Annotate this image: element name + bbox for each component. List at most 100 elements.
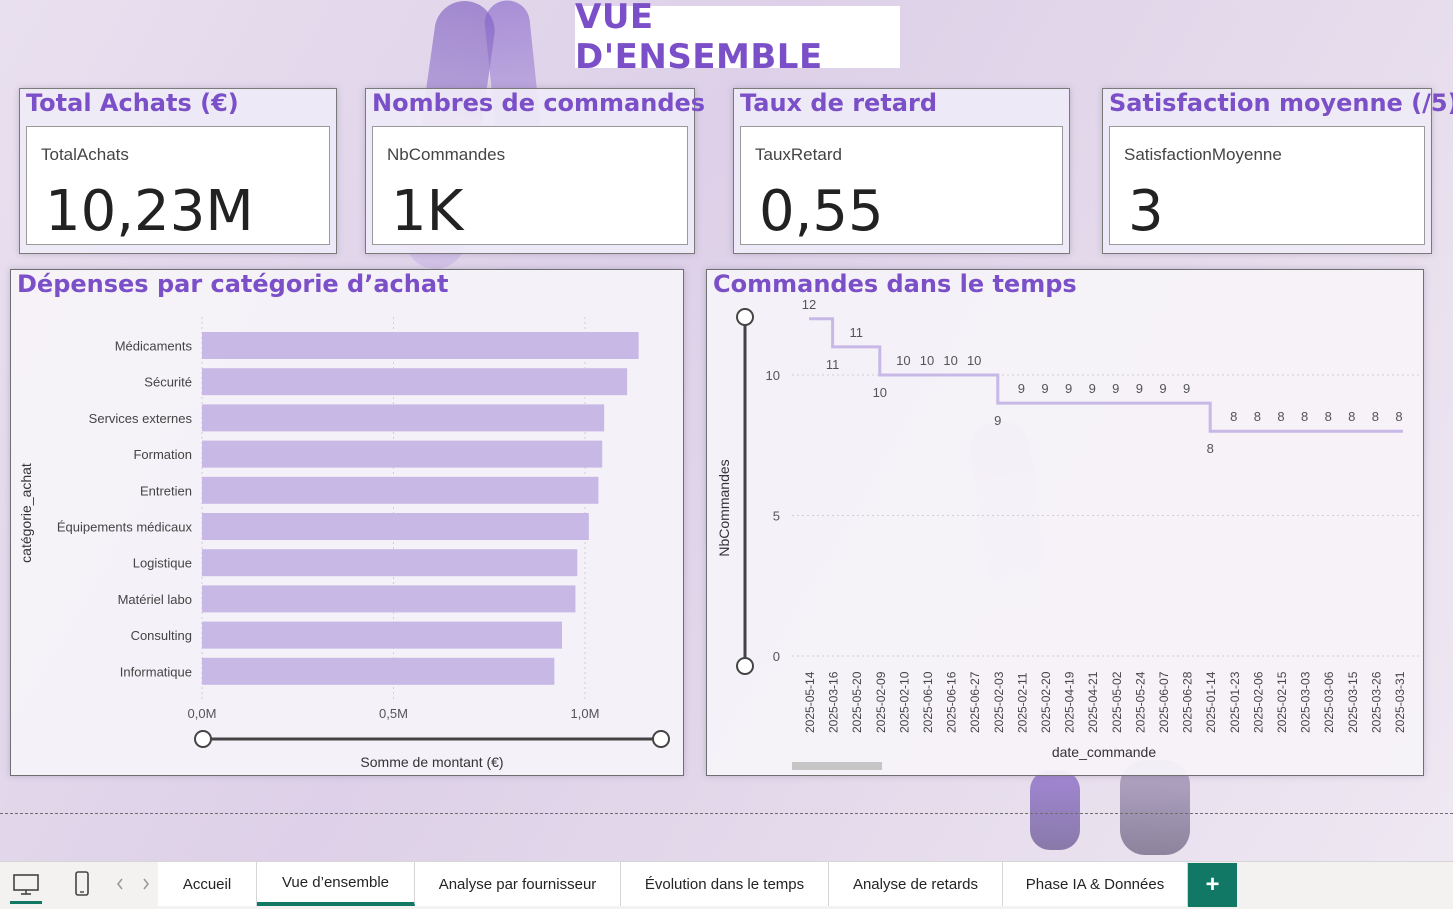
kpi-card-body: SatisfactionMoyenne 3 — [1109, 126, 1425, 245]
category-label: Équipements médicaux — [57, 520, 193, 535]
tab-analyse-retards[interactable]: Analyse de retards — [829, 862, 1003, 906]
y-axis-title: NbCommandes — [716, 459, 732, 556]
range-slider-handle-bottom — [736, 657, 754, 675]
bar — [202, 476, 599, 504]
range-slider-handle-start — [194, 730, 212, 748]
horizontal-scrollbar[interactable] — [792, 762, 882, 770]
kpi-label: SatisfactionMoyenne — [1124, 145, 1282, 164]
x-tick-label: 0,5M — [379, 706, 408, 721]
y-tick-label: 0 — [773, 649, 780, 664]
category-label: Formation — [133, 447, 192, 462]
kpi-title: Nombres de commandes — [372, 89, 706, 117]
tab-phase-ia[interactable]: Phase IA & Données — [1003, 862, 1188, 906]
line-chart-title: Commandes dans le temps — [713, 270, 1077, 298]
x-tick-label: 2025-02-20 — [1039, 671, 1053, 733]
category-label: Consulting — [131, 628, 192, 643]
data-label: 10 — [873, 385, 887, 400]
tab-evolution-temps[interactable]: Évolution dans le temps — [621, 862, 829, 906]
kpi-label: NbCommandes — [387, 145, 506, 164]
data-label: 10 — [967, 353, 981, 368]
kpi-label: TotalAchats — [41, 145, 129, 164]
tab-vue-ensemble[interactable]: Vue d’ensemble — [257, 862, 415, 906]
desktop-icon[interactable] — [10, 869, 42, 904]
bar — [202, 549, 578, 577]
x-axis-title: Somme de montant (€) — [360, 754, 503, 770]
category-label: Entretien — [140, 483, 192, 498]
x-tick-label: 2025-03-06 — [1322, 671, 1336, 733]
x-tick-label: 2025-04-21 — [1086, 671, 1100, 733]
data-label: 8 — [1230, 409, 1237, 424]
tab-label: Accueil — [182, 875, 232, 893]
x-tick-label: 1,0M — [571, 706, 600, 721]
kpi-title: Total Achats (€) — [26, 89, 239, 117]
x-tick-label: 2025-06-28 — [1181, 671, 1195, 733]
data-label: 9 — [1136, 381, 1143, 396]
data-label: 8 — [1325, 409, 1332, 424]
kpi-card-total-achats[interactable]: Total Achats (€) TotalAchats 10,23M — [19, 88, 337, 254]
kpi-card-nb-commandes[interactable]: Nombres de commandes NbCommandes 1K — [365, 88, 705, 254]
kpi-card-satisfaction[interactable]: Satisfaction moyenne (/5) SatisfactionMo… — [1102, 88, 1453, 254]
data-label: 8 — [1254, 409, 1261, 424]
kpi-card-taux-retard[interactable]: Taux de retard TauxRetard 0,55 — [733, 88, 1070, 254]
plus-icon: + — [1205, 871, 1220, 898]
tab-accueil[interactable]: Accueil — [158, 862, 257, 906]
x-tick-label: 2025-05-24 — [1133, 671, 1147, 733]
data-label: 9 — [1018, 381, 1025, 396]
x-tick-label: 2025-03-26 — [1369, 671, 1383, 733]
category-label: Logistique — [133, 556, 192, 571]
data-label: 8 — [1207, 441, 1214, 456]
line-chart-panel[interactable]: Commandes dans le temps 0 5 10 12 11 11 10 10 10… — [706, 269, 1424, 776]
x-tick-label: 0,0M — [188, 706, 217, 721]
x-tick-label: 2025-03-16 — [827, 671, 841, 733]
bar-chart: 0,0M 0,5M 1,0M Médicaments Sécurité Services … — [18, 317, 670, 770]
page-tab-bar: Accueil Vue d’ensemble Analyse par fourn… — [0, 861, 1453, 909]
kpi-value: 10,23M — [45, 179, 254, 244]
kpi-value: 3 — [1128, 179, 1164, 244]
data-label: 9 — [994, 413, 1001, 428]
data-label: 9 — [1159, 381, 1166, 396]
y-axis-title: catégorie_achat — [18, 463, 34, 563]
series-line — [809, 317, 1403, 433]
x-tick-label: 2025-02-03 — [992, 671, 1006, 733]
bar-chart-panel[interactable]: Dépenses par catégorie d’achat 0,0M 0,5M 1… — [10, 269, 684, 776]
data-label: 9 — [1183, 381, 1190, 396]
chevron-left-icon[interactable] — [113, 876, 127, 892]
category-label: Matériel labo — [118, 592, 192, 607]
tab-analyse-fournisseur[interactable]: Analyse par fournisseur — [415, 862, 621, 906]
x-tick-label: 2025-02-06 — [1251, 671, 1265, 733]
x-tick-label: 2025-03-31 — [1393, 671, 1407, 733]
bar — [202, 368, 628, 396]
kpi-card-body: TotalAchats 10,23M — [26, 126, 330, 245]
data-label: 11 — [849, 325, 863, 340]
x-tick-label: 2025-06-16 — [945, 671, 959, 733]
range-slider-handle-end — [652, 730, 670, 748]
data-label: 8 — [1348, 409, 1355, 424]
bar — [202, 513, 589, 540]
kpi-label: TauxRetard — [755, 145, 842, 164]
data-label: 8 — [1301, 409, 1308, 424]
kpi-title: Taux de retard — [740, 89, 938, 117]
bar — [202, 404, 605, 432]
chevron-right-icon[interactable] — [139, 876, 153, 892]
phone-icon[interactable] — [70, 869, 94, 899]
data-label: 10 — [943, 353, 957, 368]
x-tick-label: 2025-06-07 — [1157, 671, 1171, 733]
category-label: Médicaments — [115, 339, 193, 354]
data-label: 9 — [1065, 381, 1072, 396]
add-page-button[interactable]: + — [1188, 863, 1237, 907]
kpi-value: 1K — [391, 179, 464, 244]
x-tick-label: 2025-02-11 — [1015, 672, 1029, 733]
x-tick-label: 2025-05-02 — [1110, 671, 1124, 733]
x-tick-label: 2025-06-10 — [921, 671, 935, 733]
x-tick-label: 2025-06-27 — [968, 671, 982, 733]
tab-label: Phase IA & Données — [1025, 875, 1165, 893]
x-tick-label: 2025-05-14 — [803, 671, 817, 733]
category-label: Services externes — [89, 411, 193, 426]
page-title: VUE D'ENSEMBLE — [575, 0, 823, 77]
kpi-card-body: TauxRetard 0,55 — [740, 126, 1063, 245]
background-decoration — [1030, 770, 1080, 850]
x-tick-label: 2025-01-14 — [1204, 671, 1218, 733]
kpi-title: Satisfaction moyenne (/5) — [1109, 89, 1453, 117]
x-tick-label: 2025-04-19 — [1063, 671, 1077, 733]
y-tick-label: 10 — [766, 368, 780, 383]
